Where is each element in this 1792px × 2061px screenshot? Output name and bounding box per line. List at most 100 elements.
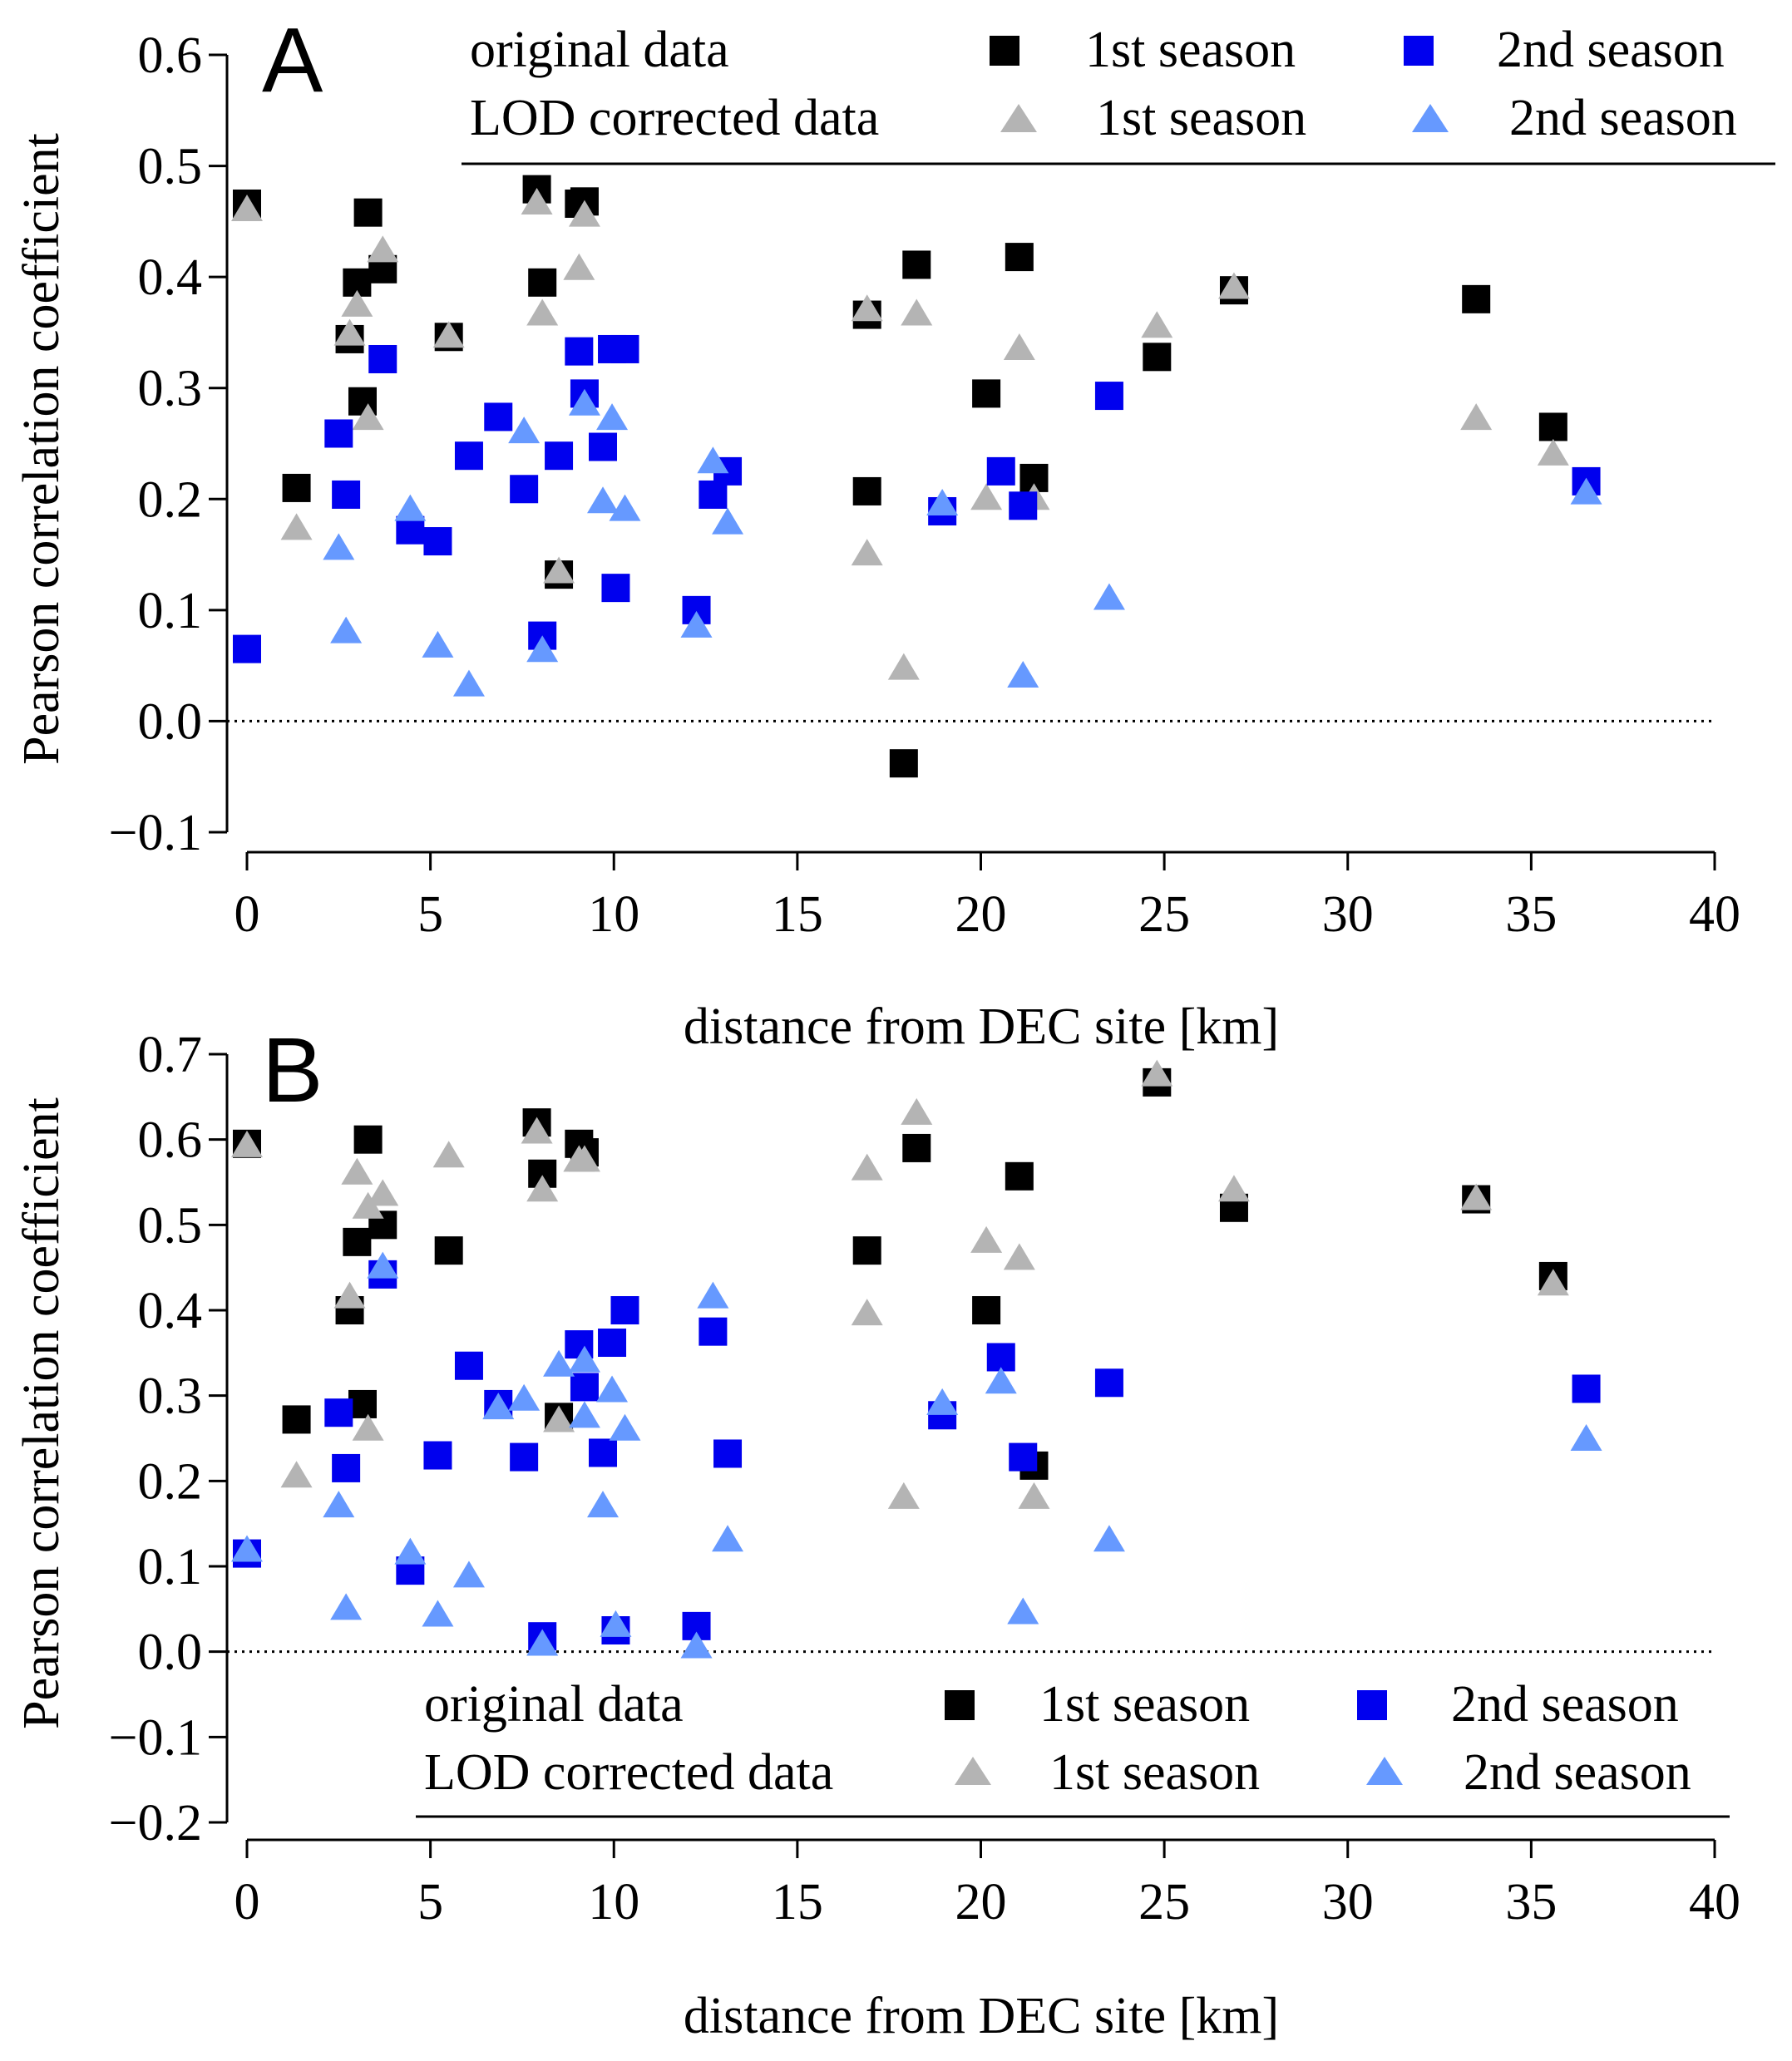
y-tick-label: 0.5 bbox=[138, 139, 203, 195]
x-tick-label: 5 bbox=[417, 1874, 443, 1930]
data-point-triangle bbox=[543, 556, 575, 584]
data-point-triangle bbox=[543, 1349, 575, 1377]
data-point-triangle bbox=[926, 488, 959, 515]
panel-b-marks bbox=[231, 1059, 1602, 1659]
data-point-square bbox=[324, 419, 353, 448]
data-point-triangle bbox=[367, 1179, 399, 1206]
y-tick-label: 0.6 bbox=[138, 27, 203, 84]
data-point-triangle bbox=[568, 388, 600, 416]
data-point-triangle bbox=[563, 253, 595, 280]
data-point-square bbox=[986, 1343, 1015, 1372]
legend-a-lod-s1-marker bbox=[1000, 104, 1037, 132]
data-point-triangle bbox=[367, 235, 399, 263]
data-point-square bbox=[332, 480, 361, 509]
x-tick-label: 25 bbox=[1138, 1874, 1190, 1930]
x-tick-label: 0 bbox=[234, 1874, 260, 1930]
data-point-triangle bbox=[323, 533, 355, 560]
data-point-triangle bbox=[432, 321, 465, 348]
x-tick-label: 35 bbox=[1505, 1874, 1557, 1930]
data-point-triangle bbox=[1093, 583, 1125, 610]
data-point-triangle bbox=[901, 1097, 933, 1125]
data-point-triangle bbox=[1018, 1482, 1050, 1509]
x-tick-label: 40 bbox=[1689, 1874, 1740, 1930]
data-point-square bbox=[454, 1351, 483, 1380]
y-tick-label: 0.3 bbox=[138, 361, 203, 417]
x-tick-label: 20 bbox=[955, 886, 1007, 943]
data-point-square bbox=[368, 344, 397, 373]
x-tick-label: 15 bbox=[772, 886, 823, 943]
data-point-triangle bbox=[341, 289, 373, 317]
panel-a-axes: −0.1 0.0 0.1 0.2 0.3 0.4 0.5 0.6 0 5 10 15 20 25 30 35 4… bbox=[109, 27, 1740, 943]
y-tick-label: 0.5 bbox=[138, 1197, 203, 1254]
legend-a-orig-s2-label: 2nd season bbox=[1497, 22, 1725, 78]
data-point-square bbox=[986, 456, 1015, 486]
data-point-triangle bbox=[352, 1413, 384, 1441]
data-point-triangle bbox=[970, 483, 1003, 510]
data-point-square bbox=[1538, 412, 1567, 441]
y-tick-label: 0.0 bbox=[138, 1625, 203, 1681]
data-point-triangle bbox=[341, 1157, 373, 1185]
data-point-triangle bbox=[609, 1413, 641, 1441]
data-point-triangle bbox=[596, 403, 629, 431]
data-point-square bbox=[332, 1453, 361, 1482]
data-point-triangle bbox=[526, 635, 559, 663]
data-point-square bbox=[1094, 382, 1123, 411]
data-point-square bbox=[565, 337, 594, 366]
legend-b-orig-s1-label: 1st season bbox=[1039, 1676, 1250, 1733]
data-point-square bbox=[510, 1442, 539, 1472]
data-point-triangle bbox=[526, 1175, 559, 1202]
x-tick-label: 35 bbox=[1505, 886, 1557, 943]
data-point-square bbox=[589, 1438, 618, 1467]
data-point-triangle bbox=[887, 1482, 920, 1509]
data-point-square bbox=[454, 441, 483, 471]
data-point-square bbox=[972, 1296, 1001, 1324]
data-point-triangle bbox=[1460, 403, 1493, 431]
data-point-square bbox=[434, 1236, 463, 1265]
data-point-triangle bbox=[432, 1141, 465, 1168]
data-point-triangle bbox=[851, 1153, 883, 1181]
data-point-square bbox=[343, 1227, 372, 1256]
data-point-square bbox=[713, 1439, 743, 1468]
data-point-triangle bbox=[330, 616, 363, 643]
data-point-triangle bbox=[452, 669, 485, 697]
y-tick-label: 0.6 bbox=[138, 1112, 203, 1169]
y-tick-label: −0.1 bbox=[109, 805, 202, 861]
x-tick-label: 10 bbox=[588, 1874, 639, 1930]
x-tick-label: 0 bbox=[234, 886, 260, 943]
data-point-triangle bbox=[352, 403, 384, 431]
data-point-triangle bbox=[712, 507, 744, 535]
data-point-triangle bbox=[394, 494, 427, 521]
data-point-triangle bbox=[1217, 272, 1250, 299]
panel-a-y-axis-title: Pearson correlation coefficient bbox=[13, 133, 70, 765]
data-point-square bbox=[423, 527, 452, 556]
x-tick-label: 25 bbox=[1138, 886, 1190, 943]
panel-a-x-axis-title: distance from DEC site [km] bbox=[684, 998, 1279, 1055]
data-point-triangle bbox=[1003, 333, 1035, 360]
data-point-square bbox=[852, 1236, 881, 1265]
x-tick-label: 5 bbox=[417, 886, 443, 943]
data-point-triangle bbox=[600, 1610, 632, 1637]
data-point-square bbox=[324, 1398, 353, 1427]
panel-a: A −0.1 0.0 0.1 0.2 0.3 0.4 0.5 0.6 0 5 10 15 20 25 30 3… bbox=[13, 9, 1775, 1055]
data-point-triangle bbox=[609, 494, 641, 521]
data-point-square bbox=[902, 1133, 931, 1162]
data-point-triangle bbox=[851, 539, 883, 566]
data-point-triangle bbox=[851, 294, 883, 322]
y-tick-label: 0.1 bbox=[138, 583, 203, 639]
data-point-triangle bbox=[333, 1281, 366, 1309]
data-point-square bbox=[528, 268, 557, 297]
data-point-triangle bbox=[521, 1117, 553, 1144]
data-point-triangle bbox=[568, 1345, 600, 1373]
data-point-square bbox=[1572, 1374, 1601, 1403]
legend-b-original-label: original data bbox=[424, 1676, 684, 1733]
data-point-triangle bbox=[568, 1145, 600, 1172]
legend-a-orig-s2-marker bbox=[1404, 36, 1434, 66]
data-point-square bbox=[484, 402, 513, 431]
data-point-triangle bbox=[231, 195, 263, 221]
data-point-square bbox=[601, 574, 630, 603]
data-point-triangle bbox=[323, 1491, 355, 1518]
data-point-triangle bbox=[1141, 1059, 1173, 1087]
data-point-triangle bbox=[851, 1299, 883, 1326]
legend-b-orig-s2-marker bbox=[1357, 1690, 1387, 1720]
data-point-triangle bbox=[452, 1561, 485, 1588]
